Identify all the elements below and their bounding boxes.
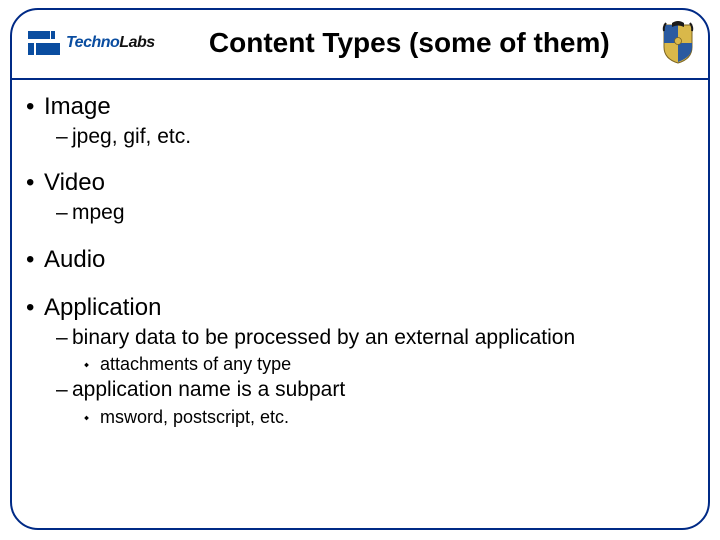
- slide-header: TechnoLabs Content Types (some of them): [10, 8, 710, 78]
- slide: TechnoLabs Content Types (some of them) …: [0, 0, 720, 540]
- slide-body: •Image –jpeg, gif, etc. •Video –mpeg •Au…: [26, 88, 694, 520]
- logo-text-b: Labs: [119, 34, 154, 51]
- bullet-image-text: Image: [44, 93, 111, 120]
- subsub-attachments-text: attachments of any type: [100, 354, 291, 374]
- subsub-msword: ⬩msword, postscript, etc.: [84, 406, 694, 429]
- subbullet-application-binary-text: binary data to be processed by an extern…: [72, 326, 575, 349]
- subbullet-image-formats-text: jpeg, gif, etc.: [72, 125, 191, 148]
- logo-left: TechnoLabs: [28, 29, 155, 57]
- crest-icon: [660, 21, 696, 65]
- bullet-application-text: Application: [44, 294, 161, 321]
- bullet-audio-text: Audio: [44, 246, 105, 273]
- header-divider: [10, 78, 710, 80]
- bullet-video-text: Video: [44, 169, 105, 196]
- bullet-audio: •Audio: [26, 245, 694, 275]
- logo-text-a: Techno: [66, 34, 119, 51]
- bullet-application: •Application: [26, 293, 694, 323]
- subbullet-video-mpeg-text: mpeg: [72, 201, 125, 224]
- subsub-msword-text: msword, postscript, etc.: [100, 407, 289, 427]
- logo-text: TechnoLabs: [66, 34, 155, 52]
- bullet-image: •Image: [26, 92, 694, 122]
- subbullet-image-formats: –jpeg, gif, etc.: [56, 124, 694, 150]
- bullet-video: •Video: [26, 168, 694, 198]
- subbullet-application-name: –application name is a subpart: [56, 377, 694, 403]
- subbullet-video-mpeg: –mpeg: [56, 200, 694, 226]
- subbullet-application-name-text: application name is a subpart: [72, 378, 345, 401]
- subbullet-application-binary: –binary data to be processed by an exter…: [56, 325, 694, 351]
- slide-title: Content Types (some of them): [155, 27, 660, 59]
- subsub-attachments: ⬩attachments of any type: [84, 353, 694, 376]
- technolabs-mark-icon: [28, 29, 62, 57]
